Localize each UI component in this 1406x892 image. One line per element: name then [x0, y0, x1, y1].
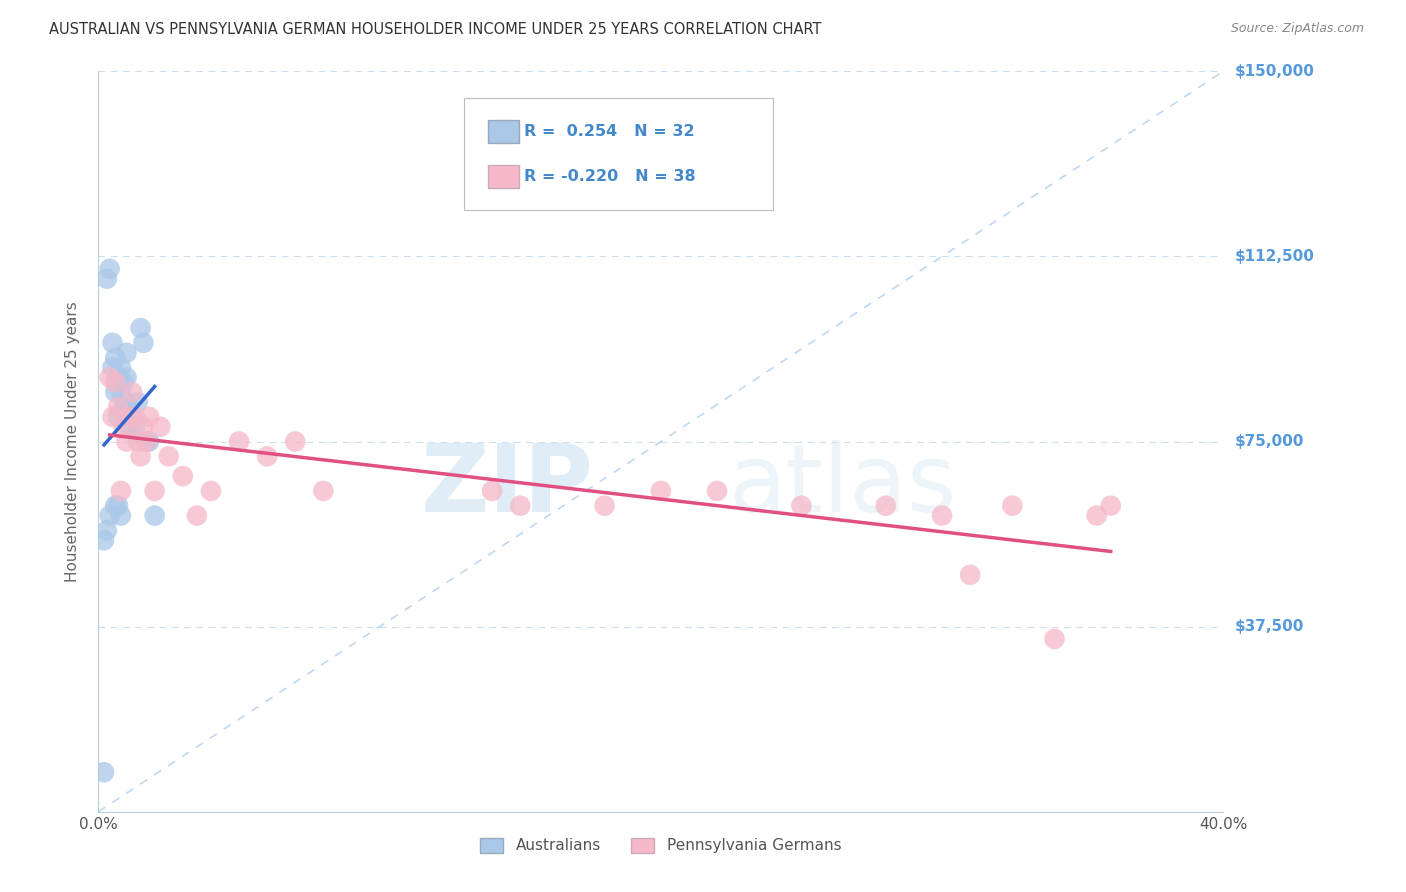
Point	[115, 345, 138, 359]
Point	[129, 321, 152, 335]
Point	[110, 385, 132, 400]
Point	[112, 376, 135, 390]
Point	[93, 533, 115, 548]
Text: AUSTRALIAN VS PENNSYLVANIA GERMAN HOUSEHOLDER INCOME UNDER 25 YEARS CORRELATION : AUSTRALIAN VS PENNSYLVANIA GERMAN HOUSEH…	[49, 22, 821, 37]
Point	[186, 508, 208, 523]
Point	[104, 499, 127, 513]
Point	[115, 370, 138, 384]
Point	[959, 567, 981, 582]
Point	[1085, 508, 1108, 523]
Point	[101, 409, 124, 424]
Point	[107, 370, 129, 384]
Point	[110, 508, 132, 523]
Point	[129, 450, 152, 464]
Point	[115, 434, 138, 449]
Point	[96, 271, 118, 285]
Point	[98, 370, 121, 384]
Point	[706, 483, 728, 498]
Point	[138, 434, 160, 449]
Point	[1043, 632, 1066, 646]
Point	[135, 434, 157, 449]
Point	[790, 499, 813, 513]
Point	[110, 483, 132, 498]
Point	[96, 524, 118, 538]
Text: $37,500: $37,500	[1234, 619, 1303, 634]
Text: $75,000: $75,000	[1234, 434, 1303, 449]
Text: R =  0.254   N = 32: R = 0.254 N = 32	[524, 124, 695, 139]
Point	[101, 360, 124, 375]
Text: $150,000: $150,000	[1234, 64, 1315, 78]
Point	[110, 360, 132, 375]
Point	[112, 400, 135, 414]
Point	[121, 385, 143, 400]
Point	[481, 483, 503, 498]
Point	[98, 261, 121, 276]
Point	[104, 376, 127, 390]
Point	[143, 483, 166, 498]
Point	[149, 419, 172, 434]
Point	[931, 508, 953, 523]
Point	[127, 395, 149, 409]
Point	[118, 409, 141, 424]
Point	[143, 508, 166, 523]
Point	[284, 434, 307, 449]
Point	[132, 335, 155, 350]
Point	[104, 351, 127, 365]
Legend: Australians, Pennsylvania Germans: Australians, Pennsylvania Germans	[474, 831, 848, 860]
Point	[121, 409, 143, 424]
Point	[650, 483, 672, 498]
Point	[118, 400, 141, 414]
Point	[127, 434, 149, 449]
Point	[93, 765, 115, 780]
Point	[107, 499, 129, 513]
Point	[593, 499, 616, 513]
Point	[875, 499, 897, 513]
Text: ZIP: ZIP	[420, 440, 593, 532]
Point	[107, 400, 129, 414]
Text: Source: ZipAtlas.com: Source: ZipAtlas.com	[1230, 22, 1364, 36]
Point	[135, 434, 157, 449]
Point	[132, 419, 155, 434]
Point	[256, 450, 278, 464]
Point	[115, 395, 138, 409]
Point	[1001, 499, 1024, 513]
Point	[101, 335, 124, 350]
Point	[200, 483, 222, 498]
Point	[312, 483, 335, 498]
Point	[98, 508, 121, 523]
Point	[1099, 499, 1122, 513]
Point	[138, 409, 160, 424]
Y-axis label: Householder Income Under 25 years: Householder Income Under 25 years	[65, 301, 80, 582]
Text: $112,500: $112,500	[1234, 249, 1315, 264]
Point	[118, 419, 141, 434]
Point	[124, 419, 146, 434]
Point	[112, 419, 135, 434]
Text: R = -0.220   N = 38: R = -0.220 N = 38	[524, 169, 696, 184]
Point	[172, 469, 194, 483]
Point	[104, 385, 127, 400]
Point	[124, 409, 146, 424]
Point	[228, 434, 250, 449]
Point	[107, 409, 129, 424]
Point	[509, 499, 531, 513]
Text: atlas: atlas	[728, 440, 956, 532]
Point	[157, 450, 180, 464]
